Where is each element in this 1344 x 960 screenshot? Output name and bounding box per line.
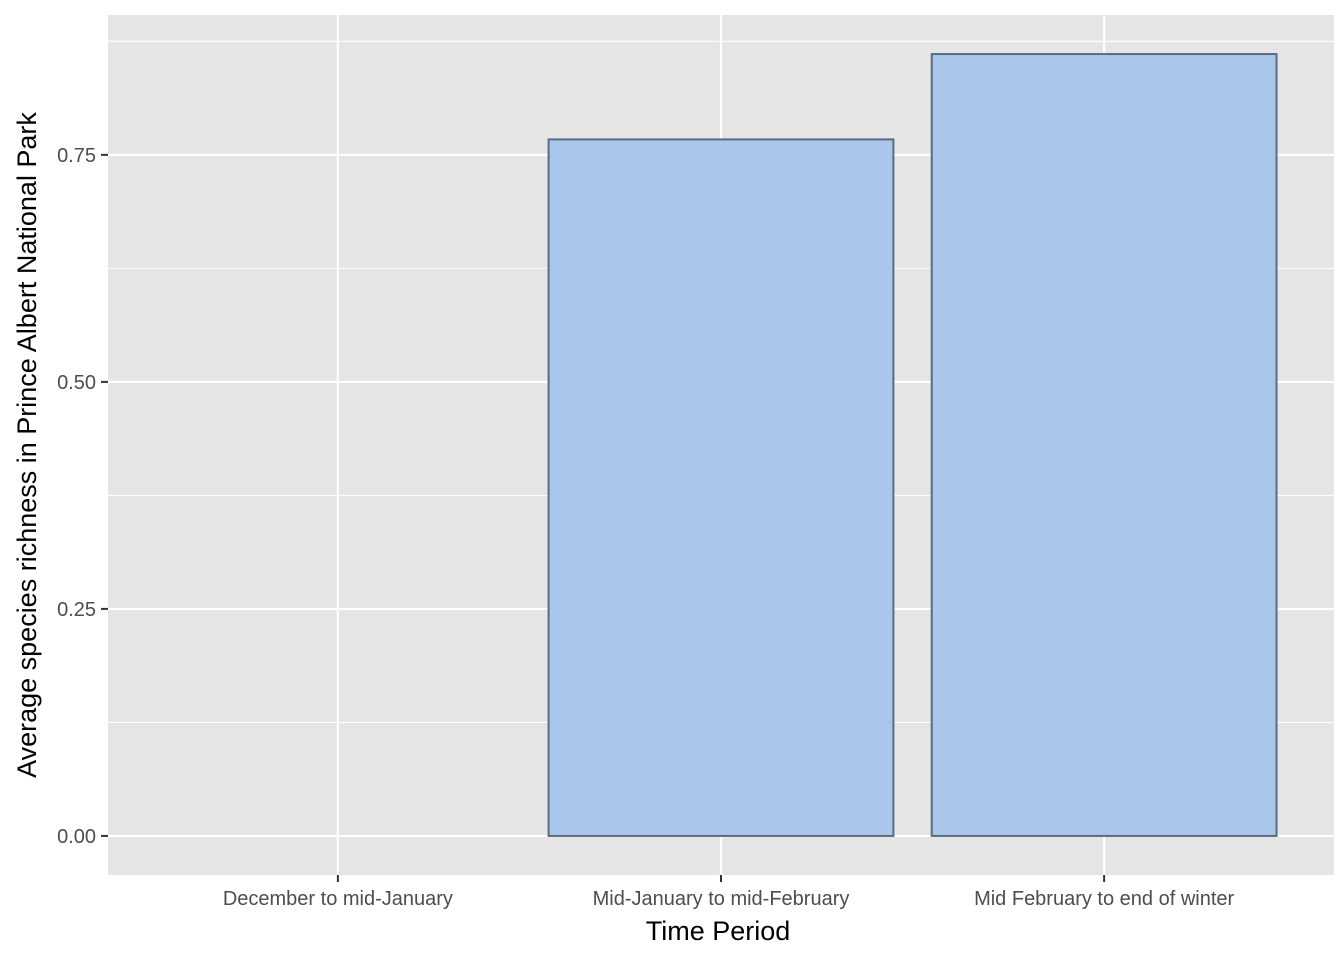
x-tick-label: Mid February to end of winter — [974, 888, 1234, 910]
x-tick-label: December to mid-January — [223, 888, 453, 910]
x-tick-label: Mid-January to mid-February — [593, 888, 850, 910]
x-axis: December to mid-January Mid-January to mi… — [223, 875, 1235, 910]
y-axis: 0.00 0.25 0.50 0.75 — [57, 145, 108, 848]
y-tick-label: 0.25 — [57, 599, 96, 621]
x-axis-title: Time Period — [646, 916, 791, 946]
bar — [547, 138, 895, 837]
bar — [930, 53, 1278, 837]
y-tick-label: 0.00 — [57, 826, 96, 848]
y-axis-title: Average species richness in Prince Alber… — [12, 112, 42, 778]
y-tick-label: 0.50 — [57, 372, 96, 394]
bars — [547, 53, 1278, 837]
y-tick-label: 0.75 — [57, 145, 96, 167]
